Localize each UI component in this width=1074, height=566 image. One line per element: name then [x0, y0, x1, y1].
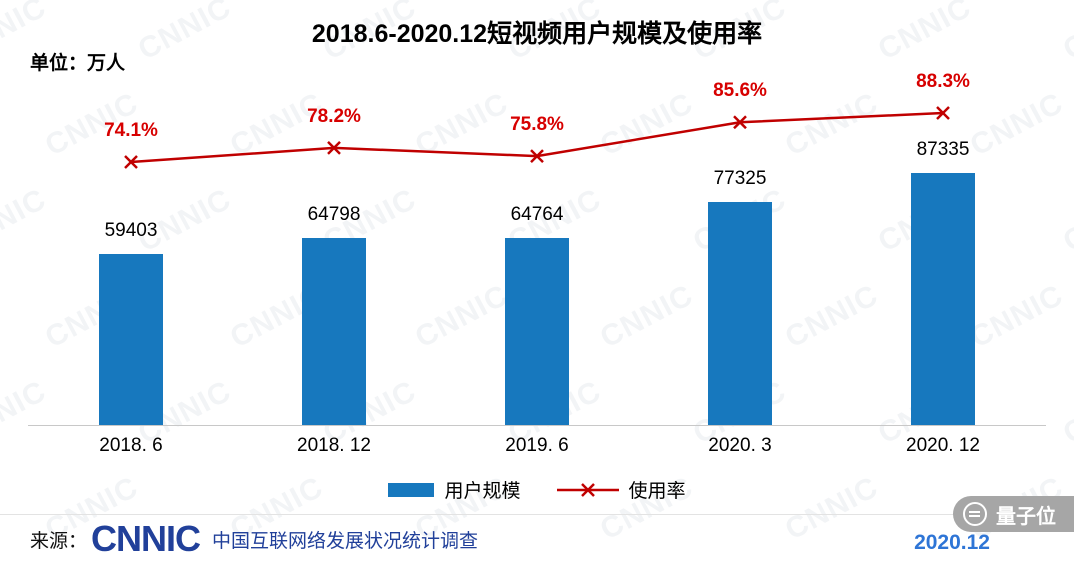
bar	[911, 173, 975, 425]
source-text: 中国互联网络发展状况统计调查	[212, 530, 479, 552]
bar-value-label: 64798	[307, 204, 361, 226]
usage-rate-label: 85.6%	[713, 80, 767, 102]
cnnic-watermark-text: CNNIC	[409, 278, 514, 355]
x-axis-line	[28, 425, 1046, 426]
footer-date: 2020.12	[914, 531, 990, 554]
bar-value-label: 87335	[916, 139, 970, 160]
bar	[99, 253, 163, 425]
qbitai-badge-label: 量子位	[996, 505, 1056, 528]
bar-value-label: 77325	[713, 167, 767, 189]
cnnic-watermark-text: CNNIC	[1057, 182, 1074, 259]
legend-bar-swatch	[388, 482, 435, 497]
footer-source: 来源： CNNIC 中国互联网络发展状况统计调查	[30, 518, 478, 560]
chart-title: 2018.6-2020.12短视频用户规模及使用率	[311, 20, 763, 48]
legend-line-label: 使用率	[628, 481, 686, 502]
bar	[505, 238, 569, 425]
bar-value-label: 59403	[104, 219, 158, 241]
unit-label: 单位：万人	[30, 53, 126, 74]
x-axis-label: 2018. 6	[99, 435, 163, 456]
usage-rate-label: 88.3%	[916, 71, 970, 92]
x-axis-label: 2019. 6	[505, 435, 569, 456]
x-axis-label: 2020. 3	[708, 435, 772, 456]
bar	[302, 238, 366, 425]
cnnic-watermark-text: CNNIC	[594, 278, 699, 355]
usage-rate-label: 74.1%	[104, 120, 158, 141]
cnnic-watermark-text: CNNIC	[1057, 374, 1074, 451]
x-axis-label: 2018. 12	[297, 435, 371, 456]
cnnic-watermark-text: CNNIC	[0, 374, 52, 451]
cnnic-watermark-text: CNNIC	[779, 278, 884, 355]
footer-divider	[0, 514, 1074, 515]
legend: 用户规模 使用率	[0, 476, 1074, 503]
x-axis-label: 2020. 12	[906, 435, 980, 456]
source-prefix-label: 来源：	[30, 530, 88, 552]
usage-rate-label: 78.2%	[307, 105, 361, 127]
legend-line-swatch	[556, 482, 619, 497]
cnnic-logo: CNNIC	[91, 518, 201, 559]
qbitai-badge: 量子位	[953, 496, 1074, 532]
bar	[708, 201, 772, 425]
usage-rate-label: 75.8%	[510, 114, 564, 136]
qbitai-logo-icon	[963, 502, 987, 526]
bar-value-label: 64764	[510, 204, 564, 226]
legend-bar-label: 用户规模	[444, 481, 521, 502]
cnnic-watermark-text: CNNIC	[964, 278, 1069, 355]
cnnic-watermark-text: CNNIC	[0, 182, 52, 259]
